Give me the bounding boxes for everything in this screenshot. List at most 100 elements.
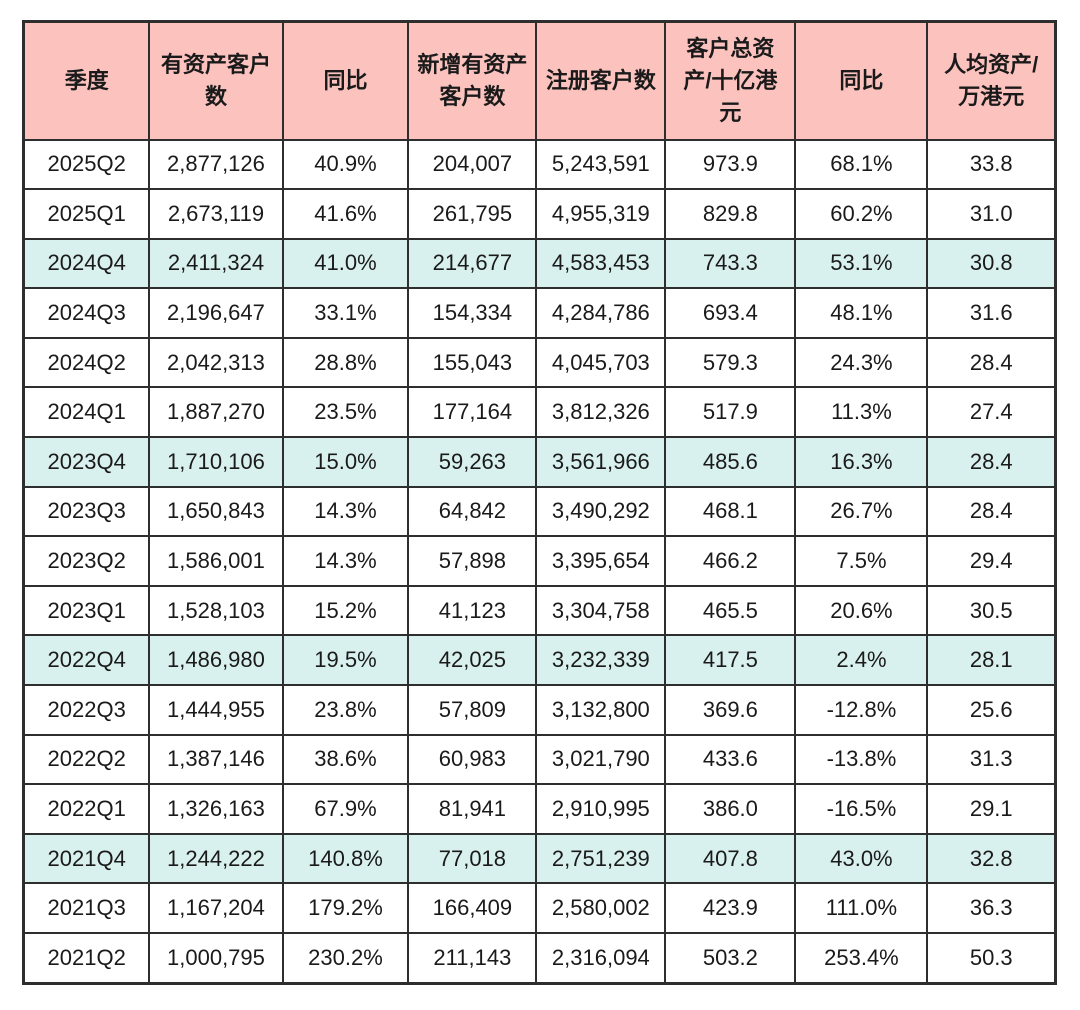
cell-registered-clients: 3,395,654 xyxy=(535,535,667,587)
cell-clients-with-assets: 1,486,980 xyxy=(148,634,284,687)
cell-yoy-clients: 14.3% xyxy=(281,535,410,587)
cell-quarter: 2024Q1 xyxy=(22,386,151,439)
cell-yoy-clients: 28.8% xyxy=(281,336,410,389)
cell-quarter: 2021Q2 xyxy=(22,932,151,985)
cell-quarter: 2021Q3 xyxy=(22,882,151,934)
cell-total-client-assets: 485.6 xyxy=(664,436,797,488)
cell-new-clients-with-assets: 42,025 xyxy=(407,634,538,687)
cell-total-client-assets: 468.1 xyxy=(664,485,797,538)
cell-registered-clients: 4,955,319 xyxy=(535,188,667,240)
table-row: 2022Q1 1,326,163 67.9% 81,941 2,910,995 386.0… xyxy=(22,783,1057,835)
cell-new-clients-with-assets: 154,334 xyxy=(407,287,538,339)
cell-new-clients-with-assets: 211,143 xyxy=(407,932,538,985)
cell-yoy-clients: 41.0% xyxy=(281,237,410,290)
cell-assets-per-client: 30.5 xyxy=(926,584,1057,637)
table-row: 2023Q3 1,650,843 14.3% 64,842 3,490,292 468.1… xyxy=(22,485,1057,538)
cell-yoy-assets: 68.1% xyxy=(794,138,929,191)
cell-clients-with-assets: 1,887,270 xyxy=(148,386,284,439)
cell-quarter: 2022Q2 xyxy=(22,733,151,786)
cell-registered-clients: 5,243,591 xyxy=(535,138,667,191)
cell-new-clients-with-assets: 214,677 xyxy=(407,237,538,290)
cell-yoy-clients: 14.3% xyxy=(281,485,410,538)
table-row: 2021Q2 1,000,795 230.2% 211,143 2,316,094 503… xyxy=(22,932,1057,985)
table-row: 2023Q1 1,528,103 15.2% 41,123 3,304,758 465.5… xyxy=(22,584,1057,637)
cell-yoy-assets: -12.8% xyxy=(794,684,929,736)
cell-clients-with-assets: 1,000,795 xyxy=(148,932,284,985)
cell-assets-per-client: 31.3 xyxy=(926,733,1057,786)
cell-assets-per-client: 36.3 xyxy=(926,882,1057,934)
cell-clients-with-assets: 1,586,001 xyxy=(148,535,284,587)
cell-registered-clients: 3,132,800 xyxy=(535,684,667,736)
cell-yoy-assets: 111.0% xyxy=(794,882,929,934)
cell-total-client-assets: 829.8 xyxy=(664,188,797,240)
table-row: 2024Q3 2,196,647 33.1% 154,334 4,284,786 693.… xyxy=(22,287,1057,339)
cell-quarter: 2021Q4 xyxy=(22,832,151,885)
cell-clients-with-assets: 2,042,313 xyxy=(148,336,284,389)
cell-yoy-assets: 24.3% xyxy=(794,336,929,389)
table-row: 2023Q4 1,710,106 15.0% 59,263 3,561,966 485.6… xyxy=(22,436,1057,488)
table-header-row: 季度 有资产客户数 同比 新增有资产客户数 注册客户数 客户总资产/十亿港元 同… xyxy=(22,20,1057,141)
cell-clients-with-assets: 1,528,103 xyxy=(148,584,284,637)
cell-registered-clients: 3,812,326 xyxy=(535,386,667,439)
cell-registered-clients: 3,232,339 xyxy=(535,634,667,687)
cell-quarter: 2022Q3 xyxy=(22,684,151,736)
cell-total-client-assets: 693.4 xyxy=(664,287,797,339)
cell-new-clients-with-assets: 57,898 xyxy=(407,535,538,587)
table-row: 2021Q3 1,167,204 179.2% 166,409 2,580,002 423… xyxy=(22,882,1057,934)
cell-yoy-assets: -13.8% xyxy=(794,733,929,786)
col-header-clients-with-assets: 有资产客户数 xyxy=(148,20,284,141)
cell-yoy-assets: 48.1% xyxy=(794,287,929,339)
cell-new-clients-with-assets: 81,941 xyxy=(407,783,538,835)
table-header: 季度 有资产客户数 同比 新增有资产客户数 注册客户数 客户总资产/十亿港元 同… xyxy=(22,20,1057,141)
cell-new-clients-with-assets: 261,795 xyxy=(407,188,538,240)
cell-total-client-assets: 407.8 xyxy=(664,832,797,885)
cell-yoy-assets: 26.7% xyxy=(794,485,929,538)
cell-total-client-assets: 417.5 xyxy=(664,634,797,687)
cell-quarter: 2025Q1 xyxy=(22,188,151,240)
cell-yoy-assets: 60.2% xyxy=(794,188,929,240)
cell-total-client-assets: 433.6 xyxy=(664,733,797,786)
cell-assets-per-client: 28.4 xyxy=(926,336,1057,389)
cell-quarter: 2024Q2 xyxy=(22,336,151,389)
cell-new-clients-with-assets: 59,263 xyxy=(407,436,538,488)
cell-total-client-assets: 465.5 xyxy=(664,584,797,637)
cell-registered-clients: 3,490,292 xyxy=(535,485,667,538)
cell-total-client-assets: 369.6 xyxy=(664,684,797,736)
table-row: 2025Q1 2,673,119 41.6% 261,795 4,955,319 829.… xyxy=(22,188,1057,240)
cell-clients-with-assets: 1,387,146 xyxy=(148,733,284,786)
cell-clients-with-assets: 1,710,106 xyxy=(148,436,284,488)
cell-assets-per-client: 28.1 xyxy=(926,634,1057,687)
cell-new-clients-with-assets: 77,018 xyxy=(407,832,538,885)
cell-new-clients-with-assets: 177,164 xyxy=(407,386,538,439)
table-row: 2024Q2 2,042,313 28.8% 155,043 4,045,703 579.… xyxy=(22,336,1057,389)
col-header-quarter: 季度 xyxy=(22,20,151,141)
cell-yoy-clients: 41.6% xyxy=(281,188,410,240)
cell-total-client-assets: 466.2 xyxy=(664,535,797,587)
cell-clients-with-assets: 1,444,955 xyxy=(148,684,284,736)
cell-registered-clients: 4,583,453 xyxy=(535,237,667,290)
cell-yoy-assets: 53.1% xyxy=(794,237,929,290)
cell-new-clients-with-assets: 166,409 xyxy=(407,882,538,934)
cell-total-client-assets: 973.9 xyxy=(664,138,797,191)
col-header-registered-clients: 注册客户数 xyxy=(535,20,667,141)
cell-clients-with-assets: 2,196,647 xyxy=(148,287,284,339)
cell-clients-with-assets: 2,673,119 xyxy=(148,188,284,240)
cell-yoy-clients: 40.9% xyxy=(281,138,410,191)
col-header-yoy-assets: 同比 xyxy=(794,20,929,141)
cell-yoy-assets: 16.3% xyxy=(794,436,929,488)
cell-assets-per-client: 28.4 xyxy=(926,436,1057,488)
cell-quarter: 2022Q1 xyxy=(22,783,151,835)
cell-yoy-clients: 33.1% xyxy=(281,287,410,339)
cell-yoy-assets: -16.5% xyxy=(794,783,929,835)
cell-assets-per-client: 50.3 xyxy=(926,932,1057,985)
cell-yoy-clients: 179.2% xyxy=(281,882,410,934)
table-row: 2023Q2 1,586,001 14.3% 57,898 3,395,654 466.2… xyxy=(22,535,1057,587)
table-row: 2021Q4 1,244,222 140.8% 77,018 2,751,239 407.… xyxy=(22,832,1057,885)
col-header-assets-per-client: 人均资产/万港元 xyxy=(926,20,1057,141)
cell-clients-with-assets: 1,650,843 xyxy=(148,485,284,538)
cell-yoy-clients: 230.2% xyxy=(281,932,410,985)
cell-quarter: 2023Q3 xyxy=(22,485,151,538)
cell-assets-per-client: 29.4 xyxy=(926,535,1057,587)
cell-registered-clients: 4,045,703 xyxy=(535,336,667,389)
